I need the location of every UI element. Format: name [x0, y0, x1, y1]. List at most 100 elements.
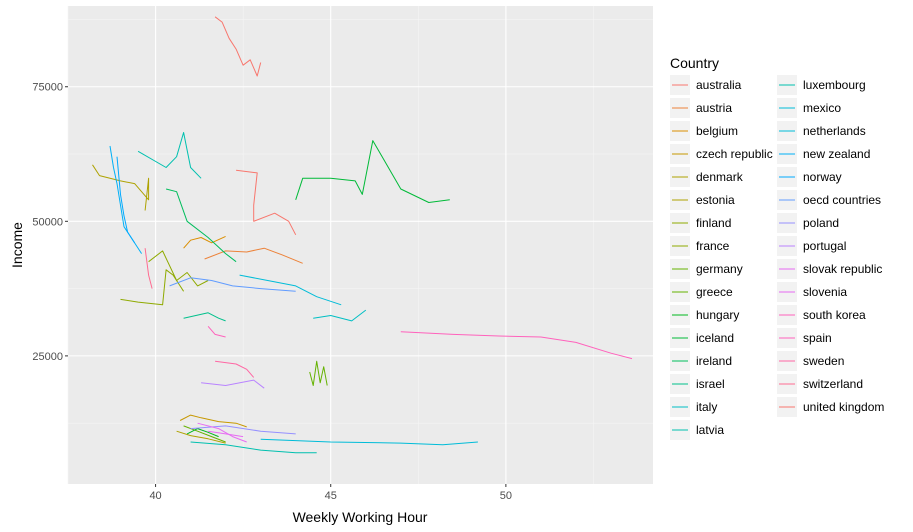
legend-item-greece: greece	[670, 282, 733, 302]
series-line-norway	[116, 156, 136, 244]
series-line-latvia	[190, 441, 317, 454]
legend-label: israel	[696, 377, 725, 391]
legend-item-slovak-republic: slovak republic	[777, 259, 882, 279]
legend-label: greece	[696, 285, 733, 299]
legend-item-united-kingdom: united kingdom	[777, 397, 884, 417]
x-tick-label: 45	[325, 490, 337, 502]
legend-item-latvia: latvia	[670, 420, 724, 440]
series-line-oecd-countries	[169, 277, 296, 292]
series-line-netherlands	[239, 274, 342, 306]
legend-label: australia	[696, 78, 742, 92]
series-line-belgium	[183, 235, 226, 249]
series-line-spain	[207, 325, 226, 338]
series-line-greece	[309, 360, 328, 386]
legend-item-norway: norway	[777, 167, 842, 187]
series-line-mexico	[260, 438, 478, 446]
series-line-slovak-republic	[197, 422, 247, 443]
legend-item-oecd-countries: oecd countries	[777, 190, 881, 210]
y-tick-label: 25000	[32, 351, 63, 363]
y-tick-label: 75000	[32, 82, 63, 94]
series-line-switzerland	[144, 248, 153, 289]
legend-item-new-zealand: new zealand	[777, 144, 870, 164]
series-line-czech-republic	[179, 414, 247, 428]
series-line-hungary	[186, 428, 219, 438]
legend-item-austria: austria	[670, 98, 732, 118]
series-line-poland	[190, 425, 296, 435]
legend-label: finland	[696, 216, 731, 230]
series-line-estonia	[176, 430, 226, 444]
series-line-denmark	[92, 164, 150, 211]
legend-item-south-korea: south korea	[777, 305, 866, 325]
series-line-united-kingdom	[214, 16, 262, 77]
series-line-australia	[236, 169, 297, 236]
series-line-finland	[148, 250, 209, 287]
y-tick-label: 50000	[32, 216, 63, 228]
legend-item-israel: israel	[670, 374, 725, 394]
legend-label: estonia	[696, 193, 735, 207]
legend-label: sweden	[803, 354, 844, 368]
x-tick-label: 40	[149, 490, 161, 502]
legend-item-iceland: iceland	[670, 328, 734, 348]
legend-label: germany	[696, 262, 743, 276]
legend-item-belgium: belgium	[670, 121, 738, 141]
legend-item-spain: spain	[777, 328, 832, 348]
legend-label: slovenia	[803, 285, 847, 299]
legend-item-mexico: mexico	[777, 98, 841, 118]
legend-label: netherlands	[803, 124, 866, 138]
y-axis: 25000 50000 75000	[32, 82, 68, 363]
series-line-sweden	[215, 360, 255, 378]
x-axis-title: Weekly Working Hour	[293, 509, 428, 525]
legend-item-finland: finland	[670, 213, 731, 233]
legend-label: united kingdom	[803, 400, 884, 414]
x-tick-label: 50	[500, 490, 512, 502]
legend-label: austria	[696, 101, 732, 115]
legend-item-czech-republic: czech republic	[670, 144, 773, 164]
legend-label: switzerland	[803, 377, 863, 391]
legend-label: poland	[803, 216, 839, 230]
series-line-italy	[313, 309, 367, 322]
series-line-iceland	[295, 140, 450, 203]
series-lines	[92, 16, 633, 454]
legend-item-portugal: portugal	[777, 236, 846, 256]
x-axis: 40 45 50	[149, 484, 512, 502]
legend-label: hungary	[696, 308, 739, 322]
legend-label: oecd countries	[803, 193, 881, 207]
series-line-france	[120, 269, 185, 306]
series-line-south-korea	[400, 331, 633, 360]
series-line-slovenia	[208, 430, 244, 438]
legend-item-switzerland: switzerland	[777, 374, 863, 394]
legend-label: luxembourg	[803, 78, 866, 92]
legend-label: south korea	[803, 308, 866, 322]
legend: Country australia austria belgium czech rep…	[670, 55, 884, 440]
legend-label: france	[696, 239, 730, 253]
legend-label: slovak republic	[803, 262, 882, 276]
series-line-israel	[183, 312, 226, 322]
legend-label: denmark	[696, 170, 744, 184]
legend-label: spain	[803, 331, 832, 345]
legend-label: mexico	[803, 101, 841, 115]
legend-item-hungary: hungary	[670, 305, 739, 325]
legend-item-poland: poland	[777, 213, 839, 233]
legend-item-estonia: estonia	[670, 190, 735, 210]
legend-item-germany: germany	[670, 259, 743, 279]
minor-gridlines	[67, 6, 653, 484]
legend-item-slovenia: slovenia	[777, 282, 847, 302]
legend-item-netherlands: netherlands	[777, 121, 866, 141]
legend-item-australia: australia	[670, 75, 742, 95]
legend-label: iceland	[696, 331, 734, 345]
legend-title: Country	[670, 55, 719, 71]
legend-item-luxembourg: luxembourg	[777, 75, 866, 95]
y-axis-title: Income	[9, 222, 25, 268]
legend-item-france: france	[670, 236, 730, 256]
legend-item-sweden: sweden	[777, 351, 844, 371]
legend-item-denmark: denmark	[670, 167, 744, 187]
legend-label: latvia	[696, 423, 724, 437]
legend-label: czech republic	[696, 147, 773, 161]
legend-label: new zealand	[803, 147, 870, 161]
series-line-portugal	[201, 379, 265, 389]
major-gridlines	[68, 6, 653, 484]
legend-item-ireland: ireland	[670, 351, 732, 371]
legend-label: norway	[803, 170, 842, 184]
legend-item-italy: italy	[670, 397, 717, 417]
